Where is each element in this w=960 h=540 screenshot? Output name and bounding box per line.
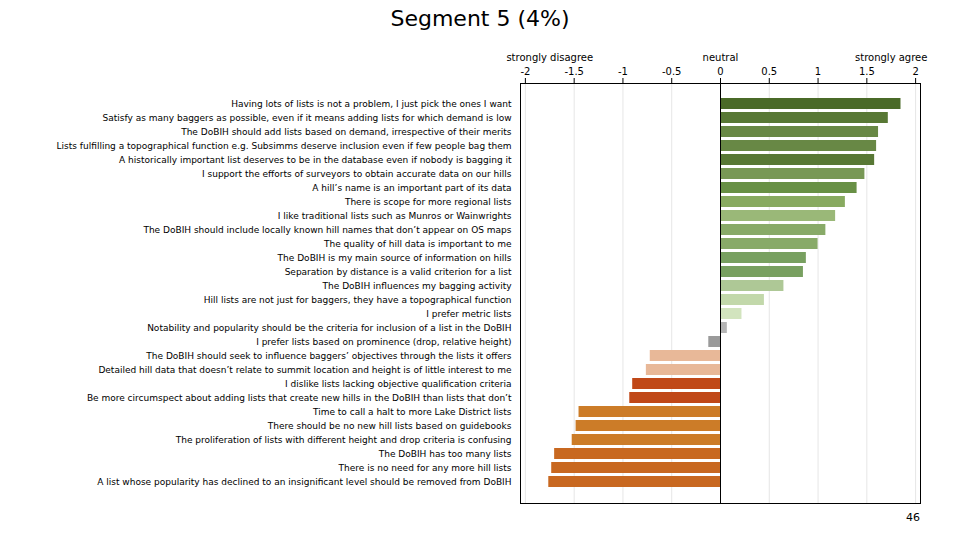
svg-text:The quality of hill data is im: The quality of hill data is important to… (323, 239, 512, 249)
svg-text:1.5: 1.5 (859, 66, 875, 77)
svg-text:Lists fulfilling a topographic: Lists fulfilling a topographical functio… (57, 141, 512, 151)
svg-text:0: 0 (717, 66, 723, 77)
svg-text:Time to call a halt to more La: Time to call a halt to more Lake Distric… (312, 407, 512, 417)
svg-text:-1: -1 (618, 66, 628, 77)
svg-text:Separation by distance is a va: Separation by distance is a valid criter… (285, 267, 512, 277)
svg-text:The DoBIH influences my baggin: The DoBIH influences my bagging activity (322, 281, 513, 291)
svg-text:-1.5: -1.5 (564, 66, 584, 77)
svg-text:The DoBIH should add lists bas: The DoBIH should add lists based on dema… (180, 127, 512, 137)
svg-text:I dislike lists lacking object: I dislike lists lacking objective qualif… (285, 379, 512, 389)
svg-text:Hill lists are not just for ba: Hill lists are not just for baggers, the… (204, 295, 512, 305)
svg-text:neutral: neutral (703, 52, 739, 63)
svg-text:The proliferation of lists wit: The proliferation of lists with differen… (175, 435, 512, 445)
svg-text:Notability and popularity shou: Notability and popularity should be the … (147, 323, 511, 333)
svg-text:Be more circumspect about addi: Be more circumspect about adding lists t… (87, 393, 512, 403)
svg-text:1: 1 (815, 66, 821, 77)
svg-text:0.5: 0.5 (761, 66, 777, 77)
svg-text:Detailed hill data that doesn’: Detailed hill data that doesn’t relate t… (98, 365, 512, 375)
html-text:Segment 5 (4%): Segment 5 (4%) (390, 6, 570, 31)
svg-text:The DoBIH should seek to influ: The DoBIH should seek to influence bagge… (145, 351, 511, 361)
svg-text:-2: -2 (520, 66, 530, 77)
svg-text:A historically important list: A historically important list deserves t… (119, 155, 512, 165)
svg-text:strongly agree: strongly agree (855, 52, 927, 63)
svg-text:2: 2 (912, 66, 918, 77)
svg-text:The DoBIH is my main source of: The DoBIH is my main source of informati… (277, 253, 512, 263)
svg-text:There is no need for any more: There is no need for any more hill lists (338, 463, 512, 473)
svg-text:There is scope for more region: There is scope for more regional lists (344, 197, 512, 207)
svg-text:Having lots of lists is not a: Having lots of lists is not a problem, I… (231, 99, 512, 109)
svg-text:I support the efforts of surve: I support the efforts of surveyors to ob… (202, 169, 512, 179)
svg-text:Satisfy as many baggers as pos: Satisfy as many baggers as possible, eve… (103, 113, 512, 123)
svg-text:There should be no new hill li: There should be no new hill lists based … (267, 421, 512, 431)
svg-text:The DoBIH has too many lists: The DoBIH has too many lists (378, 449, 512, 459)
svg-text:I prefer lists based on promin: I prefer lists based on prominence (drop… (256, 337, 511, 347)
svg-text:I like traditional lists such: I like traditional lists such as Munros … (278, 211, 512, 221)
html-text:46: 46 (906, 511, 920, 524)
svg-text:I prefer metric lists: I prefer metric lists (426, 309, 512, 319)
svg-text:-0.5: -0.5 (662, 66, 682, 77)
svg-text:A hill’s name is an important: A hill’s name is an important part of it… (312, 183, 511, 193)
svg-text:strongly disagree: strongly disagree (506, 52, 593, 63)
svg-text:A list whose popularity has de: A list whose popularity has declined to … (97, 477, 511, 487)
svg-text:The DoBIH should include local: The DoBIH should include locally known h… (142, 225, 511, 235)
